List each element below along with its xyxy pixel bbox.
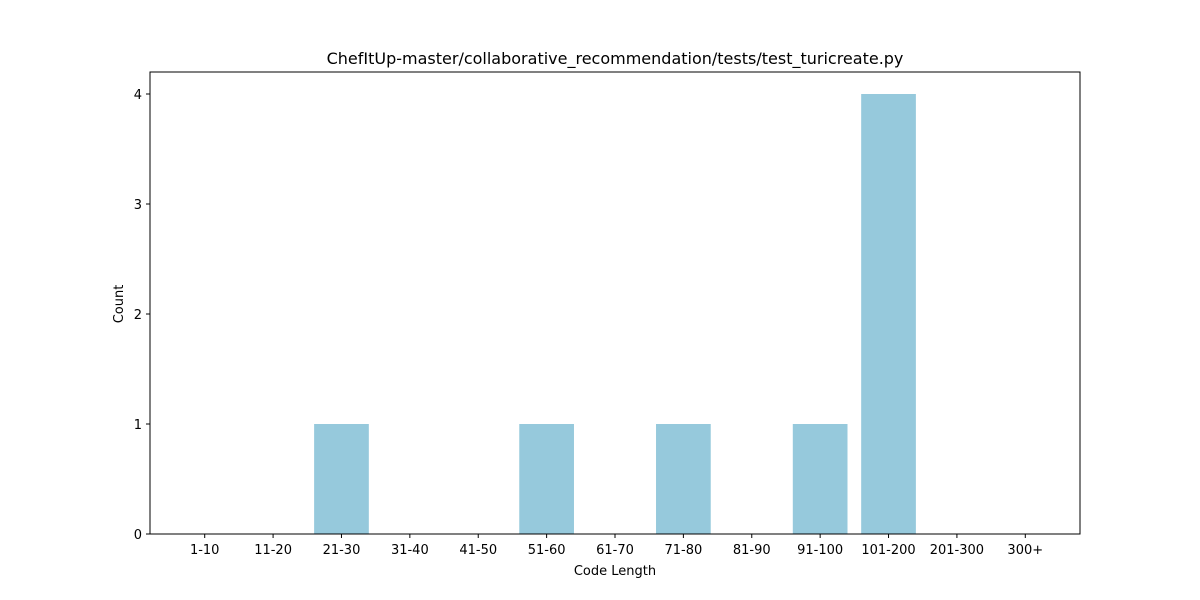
chart-title: ChefItUp-master/collaborative_recommenda…	[327, 49, 904, 69]
x-tick-label: 101-200	[861, 543, 915, 558]
x-tick-label: 71-80	[664, 543, 702, 558]
x-tick-label: 61-70	[596, 543, 634, 558]
x-tick-label: 300+	[1007, 543, 1043, 558]
bar-51-60	[519, 424, 574, 534]
x-tick-label: 91-100	[797, 543, 843, 558]
y-tick-label: 4	[134, 88, 142, 103]
bar-101-200	[861, 94, 916, 534]
y-tick-label: 1	[134, 418, 142, 433]
y-tick-label: 3	[134, 198, 142, 213]
y-tick-label: 0	[134, 528, 142, 543]
x-tick-label: 31-40	[391, 543, 429, 558]
plot-area-frame	[149, 71, 1081, 535]
y-axis-label: Count	[112, 285, 127, 324]
x-axis-label: Code Length	[574, 564, 656, 579]
bar-71-80	[656, 424, 711, 534]
x-tick-label: 11-20	[254, 543, 292, 558]
bar-21-30	[314, 424, 369, 534]
x-tick-label: 41-50	[459, 543, 497, 558]
x-tick-label: 81-90	[733, 543, 771, 558]
y-axis-ticks: 0 1 2 3 4	[134, 88, 150, 543]
x-axis-ticks: 1-10 11-20 21-30 31-40 41-50 51-60 61-70 71-80 8…	[190, 534, 1043, 558]
bar-91-100	[792, 424, 848, 534]
x-tick-label: 21-30	[323, 543, 361, 558]
x-tick-label: 201-300	[930, 543, 984, 558]
x-tick-label: 1-10	[190, 543, 220, 558]
y-tick-label: 2	[134, 308, 142, 323]
x-tick-label: 51-60	[528, 543, 566, 558]
bars-group	[314, 94, 916, 534]
